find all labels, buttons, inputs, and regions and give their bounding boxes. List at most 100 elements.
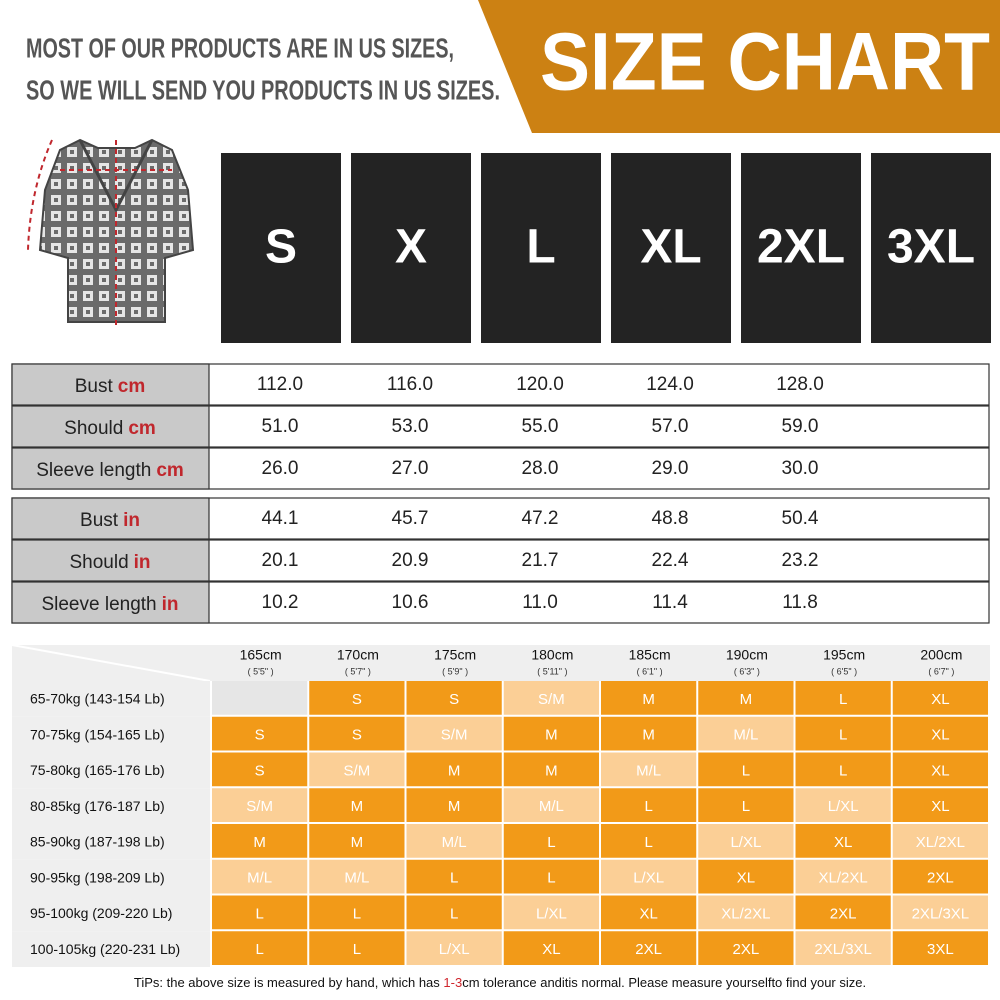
recommended-size: 2XL (927, 870, 954, 887)
size-box (611, 153, 731, 343)
row-label-cell (11, 363, 210, 406)
weight-label: 100-105kg (220-231 Lb) (30, 941, 180, 957)
size-cell (601, 895, 697, 930)
recommended-size: M/L (539, 798, 564, 815)
height-cm: 195cm (823, 647, 865, 663)
weight-cell (12, 895, 210, 932)
recommended-size: S/M (538, 691, 565, 708)
size-cell (309, 681, 405, 715)
measure-value: 51.0 (262, 416, 299, 437)
row-label-unit: cm (128, 418, 155, 439)
page-title: SIZE CHART (540, 17, 990, 108)
size-cell (601, 824, 697, 858)
height-ft: ( 5'5" ) (248, 666, 274, 676)
size-cell (698, 681, 794, 715)
size-cell (892, 895, 988, 930)
recommended-size: L/XL (633, 870, 664, 887)
recommended-size: L (255, 941, 263, 958)
weight-cell (12, 716, 210, 753)
size-cell (503, 931, 599, 965)
recommended-size: L/XL (828, 798, 859, 815)
measure-value: 55.0 (522, 416, 559, 437)
size-cell (698, 716, 794, 751)
recommended-size: 2XL (830, 905, 857, 922)
recommended-size: M (642, 691, 655, 708)
row-label: Sleeve length cm (36, 460, 184, 481)
recommended-size: M (448, 798, 461, 815)
height-cm: 170cm (337, 647, 379, 663)
size-cell (309, 931, 405, 965)
size-cell (309, 895, 405, 930)
height-ft: ( 5'11" ) (537, 666, 567, 676)
measure-value: 29.0 (652, 458, 689, 479)
recommended-size: M (642, 727, 655, 744)
recommended-size: L (353, 905, 361, 922)
recommended-size: M/L (636, 762, 661, 779)
recommended-size: M/L (733, 727, 758, 744)
measure-value: 22.4 (652, 550, 689, 571)
recommended-size: XL (639, 905, 657, 922)
recommended-size: S/M (441, 727, 468, 744)
size-cell (795, 931, 891, 965)
size-cell (698, 931, 794, 965)
recommended-size: M/L (247, 870, 272, 887)
measure-value: 59.0 (782, 416, 819, 437)
height-cm: 185cm (629, 647, 671, 663)
recommended-size: M (351, 798, 364, 815)
measure-value: 48.8 (652, 508, 689, 529)
height-ft: ( 5'7" ) (345, 666, 371, 676)
recommended-size: L (547, 870, 555, 887)
recommended-size: XL (931, 691, 949, 708)
size-cell (601, 788, 697, 822)
size-label: 3XL (887, 221, 975, 274)
row-label-cell (11, 405, 210, 448)
measure-value: 50.4 (782, 508, 819, 529)
recommended-size: 2XL (733, 941, 760, 958)
measure-value: 112.0 (257, 374, 303, 395)
height-cm: 175cm (434, 647, 476, 663)
size-cell (503, 716, 599, 751)
size-cell (892, 859, 988, 894)
size-cell (406, 752, 502, 787)
height-ft: ( 6'1" ) (637, 666, 663, 676)
size-cell (698, 859, 794, 894)
size-cell (698, 895, 794, 930)
weight-cell (12, 752, 210, 789)
size-cell (795, 681, 891, 715)
title-banner (478, 0, 1000, 133)
height-cm: 180cm (531, 647, 573, 663)
row-label-name: Bust (75, 376, 114, 397)
recommended-size: S/M (246, 798, 273, 815)
size-cell (212, 788, 308, 822)
weight-cell (12, 859, 210, 896)
height-ft: ( 5'9" ) (442, 666, 468, 676)
size-cell (601, 931, 697, 965)
weight-label: 70-75kg (154-165 Lb) (30, 726, 165, 742)
size-cell (309, 859, 405, 894)
measure-value: 128.0 (776, 374, 824, 395)
measure-value: 28.0 (522, 458, 559, 479)
row-label-cell (11, 539, 210, 582)
row-label-cell (11, 447, 210, 490)
size-cell (892, 716, 988, 751)
shirt-illustration (27, 138, 195, 325)
row-label: Bust cm (75, 376, 146, 397)
row-label-name: Should (69, 552, 128, 573)
size-cell (892, 681, 988, 715)
size-cell (212, 681, 308, 715)
size-cell (212, 716, 308, 751)
size-label: L (526, 221, 555, 274)
weight-label: 95-100kg (209-220 Lb) (30, 905, 172, 921)
size-cell (698, 788, 794, 822)
recommended-size: 3XL (927, 941, 954, 958)
size-cell (406, 824, 502, 858)
recommended-size: L/XL (730, 834, 761, 851)
recommended-size: L (839, 727, 847, 744)
size-label: X (395, 221, 427, 274)
row-label-name: Should (64, 418, 123, 439)
height-cm: 190cm (726, 647, 768, 663)
size-cell (212, 895, 308, 930)
size-cell (406, 895, 502, 930)
size-cell (503, 788, 599, 822)
tip-text: TiPs: the above size is measured by hand… (134, 975, 866, 990)
